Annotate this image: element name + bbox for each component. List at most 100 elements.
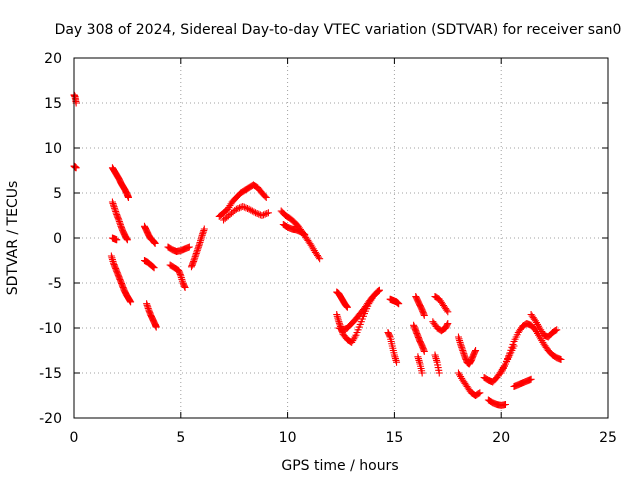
series-satellite-arc-6 xyxy=(108,234,121,244)
chart-title: Day 308 of 2024, Sidereal Day-to-day VTE… xyxy=(55,22,622,38)
data-point-marker xyxy=(264,209,272,217)
y-axis-label: SDTVAR / TECUs xyxy=(5,181,21,296)
series-satellite-arc-13 xyxy=(215,181,270,220)
data-point-marker xyxy=(261,210,269,218)
data-point-marker xyxy=(444,320,452,327)
data-point-marker xyxy=(252,209,260,217)
data-point-marker xyxy=(300,230,308,238)
data-point-marker xyxy=(393,358,401,366)
data-point-marker xyxy=(244,205,252,213)
data-point-marker xyxy=(420,347,428,355)
data-point-marker xyxy=(200,225,208,233)
series-satellite-arc-5 xyxy=(107,252,135,306)
x-tick-label: 10 xyxy=(279,430,297,446)
y-tick-label: -10 xyxy=(39,321,62,337)
data-point-marker xyxy=(150,264,158,272)
data-point-marker xyxy=(151,239,159,247)
data-point-marker xyxy=(527,375,535,383)
x-tick-label: 0 xyxy=(70,430,79,446)
data-point-marker xyxy=(234,205,242,213)
data-point-marker xyxy=(149,263,157,271)
data-point-marker xyxy=(553,326,561,334)
series-satellite-arc-4 xyxy=(108,198,131,244)
series-satellite-arc-26 xyxy=(429,318,452,335)
series-satellite-arc-25 xyxy=(431,293,452,316)
y-tick-label: 10 xyxy=(44,141,62,157)
data-point-marker xyxy=(253,209,261,217)
series-satellite-arc-9 xyxy=(143,300,160,331)
series-satellite-arc-2 xyxy=(70,162,80,172)
data-point-marker xyxy=(395,300,403,308)
series-satellite-arc-10 xyxy=(164,243,193,255)
data-point-marker xyxy=(152,323,160,331)
data-point-marker xyxy=(123,236,131,244)
data-point-marker xyxy=(315,253,323,261)
series-satellite-arc-32 xyxy=(497,320,565,377)
axis-ticks: 0 5 10 15 20 25 -20 -15 -10 -5 0 5 10 15 20 xyxy=(39,51,617,446)
series-satellite-arc-24 xyxy=(414,353,426,377)
data-point-marker xyxy=(420,311,428,319)
x-tick-label: 25 xyxy=(599,430,617,446)
data-point-marker xyxy=(472,347,480,354)
series-satellite-arc-28 xyxy=(454,333,480,368)
data-point-marker xyxy=(255,210,263,218)
series-satellite-arc-23 xyxy=(410,321,428,355)
data-point-marker xyxy=(232,205,240,213)
data-point-marker xyxy=(475,389,483,397)
data-point-marker xyxy=(262,194,270,201)
data-point-marker xyxy=(113,236,121,244)
x-axis-label: GPS time / hours xyxy=(281,458,398,474)
series-satellite-arc-17 xyxy=(333,288,351,311)
series-satellite-arc-34 xyxy=(527,311,561,341)
data-point-marker xyxy=(185,243,193,251)
data-point-marker xyxy=(373,288,381,296)
series-satellite-arc-21 xyxy=(384,329,401,366)
y-tick-label: -5 xyxy=(48,276,62,292)
y-tick-label: -20 xyxy=(39,411,62,427)
data-point-marker xyxy=(476,389,484,397)
data-point-marker xyxy=(316,255,324,263)
data-point-marker xyxy=(301,230,309,238)
series-satellite-arc-27 xyxy=(431,351,443,377)
data-point-marker xyxy=(372,289,380,297)
data-point-marker xyxy=(444,308,452,316)
data-point-marker xyxy=(260,211,268,219)
series-satellite-arc-14 xyxy=(220,203,272,224)
plot-area-border xyxy=(73,57,609,419)
series-satellite-arc-33 xyxy=(510,375,535,390)
x-tick-label: 20 xyxy=(492,430,510,446)
data-point-marker xyxy=(501,401,509,408)
data-point-marker xyxy=(240,203,248,211)
series-satellite-arc-31 xyxy=(484,396,509,409)
data-point-marker xyxy=(236,204,244,212)
series-satellite-arc-29 xyxy=(454,369,484,399)
data-point-marker xyxy=(250,208,258,216)
y-tick-label: 15 xyxy=(44,96,62,112)
data-point-marker xyxy=(508,343,516,351)
y-tick-label: 20 xyxy=(44,51,62,67)
data-point-marker xyxy=(506,349,514,357)
y-tick-label: 0 xyxy=(53,231,62,247)
series-satellite-arc-12 xyxy=(187,225,208,271)
series-satellite-arc-3 xyxy=(108,164,132,201)
series-satellite-arc-11 xyxy=(166,261,189,291)
data-point-marker xyxy=(127,298,135,306)
series-satellite-arc-8 xyxy=(140,257,158,272)
data-point-marker xyxy=(418,369,426,377)
data-point-marker xyxy=(124,194,132,201)
series-satellite-arc-22 xyxy=(412,293,428,319)
data-point-marker xyxy=(239,203,247,210)
series-satellite-arc-7 xyxy=(140,222,159,247)
data-point-marker xyxy=(242,204,250,212)
data-point-marker xyxy=(263,209,271,217)
y-tick-label: 5 xyxy=(53,186,62,202)
data-point-marker xyxy=(507,346,515,354)
data-point-marker xyxy=(261,192,269,200)
data-point-marker xyxy=(258,212,266,219)
series-satellite-arc-16 xyxy=(279,221,309,238)
data-point-marker xyxy=(557,356,565,363)
data-point-marker xyxy=(343,303,351,311)
x-tick-label: 5 xyxy=(176,430,185,446)
series-satellite-arc-1 xyxy=(70,91,80,107)
y-tick-label: -15 xyxy=(39,366,62,382)
